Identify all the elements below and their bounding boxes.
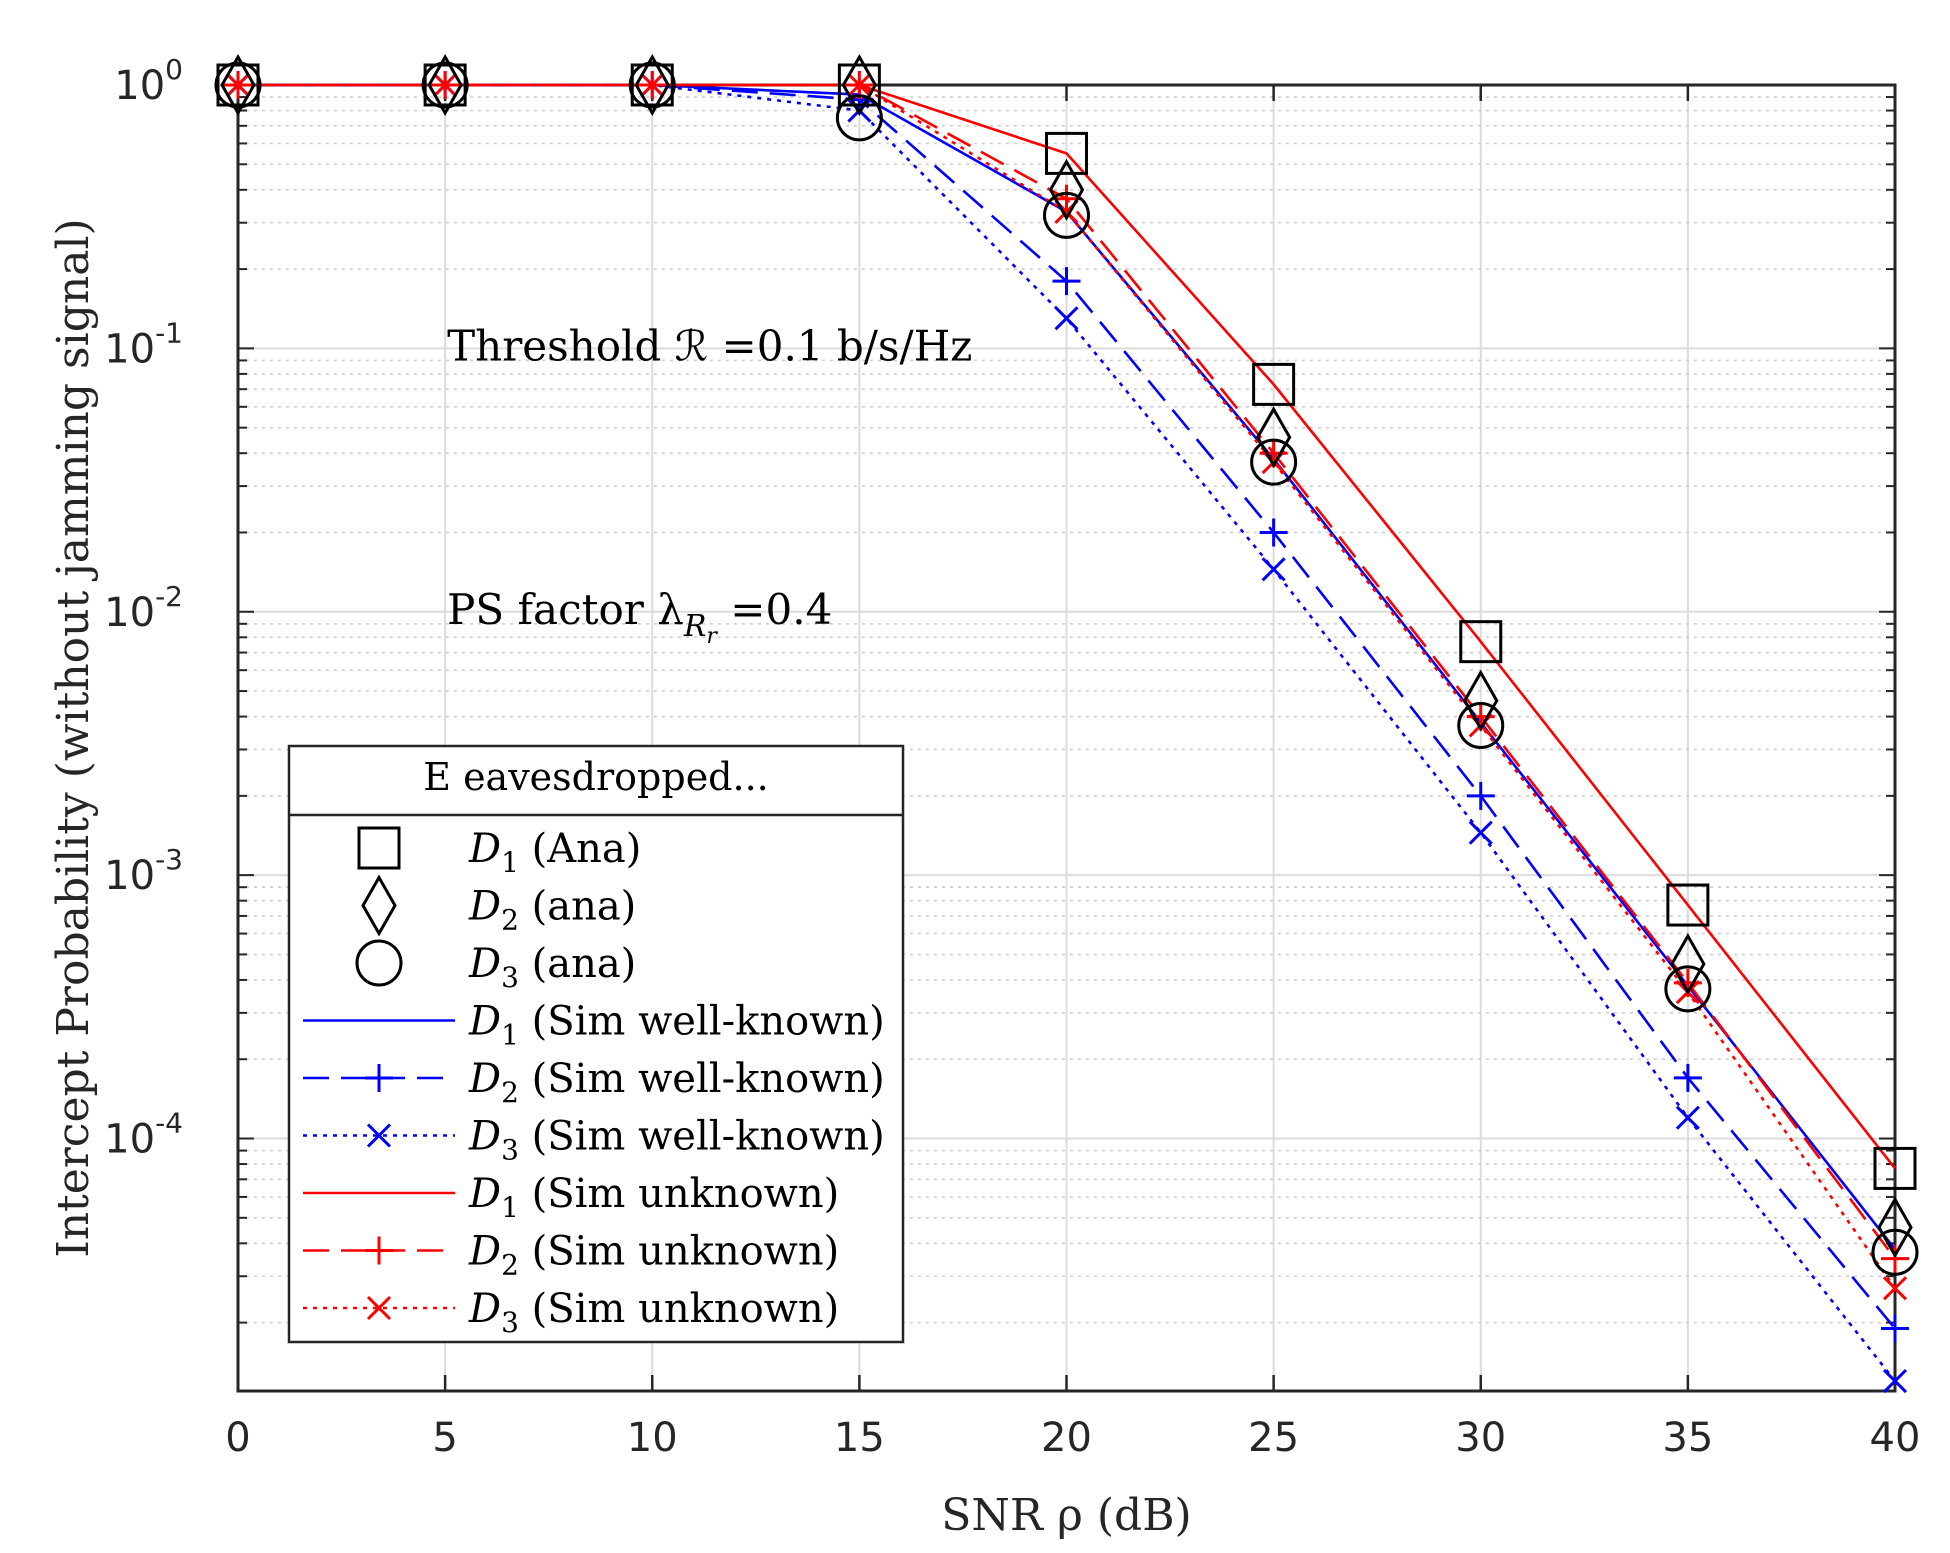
legend-title: E eavesdropped... <box>423 755 769 799</box>
y-tick-label: 100 <box>114 53 183 109</box>
x-tick-label: 25 <box>1248 1415 1299 1461</box>
marker-circle <box>1664 965 1712 1013</box>
legend-entry: D1 (Sim well-known) <box>303 999 885 1052</box>
marker-x <box>847 72 872 98</box>
y-tick-label: 10-2 <box>104 580 183 636</box>
legend-entry: D3 (ana) <box>355 939 636 994</box>
marker-diamond <box>1670 932 1706 995</box>
legend-label: D1 (Sim unknown) <box>468 1171 839 1224</box>
y-tick-label: 10-3 <box>104 843 183 899</box>
marker-diamond <box>1463 669 1499 732</box>
marker-square <box>357 826 401 870</box>
marker-square <box>1666 883 1710 927</box>
marker-plus <box>1466 781 1495 810</box>
y-tick-label: 10-1 <box>104 316 183 372</box>
marker-diamond <box>220 53 256 117</box>
y-tick-label: 10-4 <box>104 1107 183 1163</box>
series-line <box>238 83 1897 1382</box>
marker-square <box>1459 620 1503 664</box>
legend-label: D3 (Sim unknown) <box>468 1286 839 1339</box>
marker-circle <box>1871 1228 1919 1276</box>
marker-diamond <box>1877 1196 1913 1259</box>
legend-label: D1 (Sim well-known) <box>468 999 885 1052</box>
marker-x <box>225 72 251 98</box>
x-tick-label: 35 <box>1662 1415 1713 1461</box>
marker-plus <box>1052 267 1081 296</box>
marker-circle <box>628 61 676 109</box>
marker-circle <box>214 61 262 109</box>
marker-square <box>837 63 881 107</box>
legend-entry: D1 (Ana) <box>357 826 641 879</box>
series-d1-ana <box>216 63 1917 1190</box>
marker-diamond <box>1048 158 1085 221</box>
marker-x <box>1675 1105 1700 1130</box>
marker-square <box>1252 362 1296 406</box>
axes: 0 5 10 15 20 25 30 35 40 100 10-1 10-2 10-3 10-4 SNR ρ… <box>48 53 1920 1541</box>
marker-x <box>640 72 665 98</box>
legend-entry: D2 (Sim unknown) <box>303 1229 839 1282</box>
x-tick-label: 30 <box>1455 1415 1506 1461</box>
legend-box <box>287 744 905 1344</box>
series-d2-ana <box>220 53 1913 1259</box>
legend-entry: D3 (Sim well-known) <box>303 1114 885 1167</box>
legend-entry: D2 (ana) <box>361 874 636 937</box>
marker-square <box>1873 1146 1917 1190</box>
annotation-ps-factor: PS factor λRr =0.4 <box>447 585 832 649</box>
marker-x <box>1882 1368 1908 1394</box>
marker-plus <box>365 1064 393 1092</box>
marker-x <box>1882 1276 1908 1301</box>
marker-circle <box>1250 438 1298 486</box>
marker-diamond <box>361 874 397 937</box>
x-tick-label: 40 <box>1870 1415 1921 1461</box>
marker-square <box>1045 131 1088 175</box>
marker-circle <box>421 61 469 109</box>
marker-x <box>1468 820 1493 845</box>
marker-plus <box>1881 1314 1909 1343</box>
x-tick-label: 0 <box>225 1415 250 1461</box>
marker-circle <box>355 939 403 987</box>
marker-circle <box>1457 701 1505 749</box>
marker-circle <box>1043 191 1090 239</box>
marker-diamond <box>634 53 670 117</box>
legend-entry: D1 (Sim unknown) <box>303 1171 839 1224</box>
marker-square <box>423 63 467 107</box>
legend-label: D2 (Sim well-known) <box>468 1056 885 1109</box>
y-axis-label: Intercept Probability (without jamming s… <box>48 218 99 1257</box>
marker-plus <box>1673 1063 1702 1092</box>
marker-diamond <box>427 53 463 117</box>
marker-x <box>1261 557 1286 582</box>
x-tick-label: 20 <box>1041 1415 1092 1461</box>
marker-plus <box>1881 1244 1909 1273</box>
x-tick-label: 5 <box>432 1415 457 1461</box>
marker-x <box>433 72 458 98</box>
annotation-threshold: Threshold ℛ =0.1 b/s/Hz <box>447 321 972 370</box>
marker-x <box>366 1123 392 1148</box>
x-tick-label: 10 <box>627 1415 678 1461</box>
legend-entry: D3 (Sim unknown) <box>303 1286 839 1339</box>
legend-label: D3 (ana) <box>468 941 636 994</box>
legend-entry: D2 (Sim well-known) <box>303 1056 885 1109</box>
series-d3-ana <box>214 61 1919 1276</box>
annotations: Threshold ℛ =0.1 b/s/Hz PS factor λRr =0.… <box>447 321 972 648</box>
marker-x <box>366 1295 392 1321</box>
marker-square <box>630 63 674 107</box>
x-axis-label: SNR ρ (dB) <box>941 1490 1191 1541</box>
series-layer <box>214 53 1919 1394</box>
marker-diamond <box>841 53 878 117</box>
legend-label: D2 (ana) <box>468 884 636 937</box>
legend: E eavesdropped... D1 (Ana)D2 (ana)D3 (ana… <box>287 744 905 1344</box>
marker-circle <box>835 94 883 142</box>
marker-square <box>216 63 260 107</box>
legend-label: D3 (Sim well-known) <box>468 1114 885 1167</box>
x-tick-label: 15 <box>834 1415 885 1461</box>
marker-diamond <box>1255 406 1292 469</box>
marker-plus <box>365 1236 393 1265</box>
legend-label: D1 (Ana) <box>468 826 641 879</box>
marker-plus <box>1259 518 1288 547</box>
legend-label: D2 (Sim unknown) <box>468 1229 839 1282</box>
marker-x <box>1054 306 1079 331</box>
